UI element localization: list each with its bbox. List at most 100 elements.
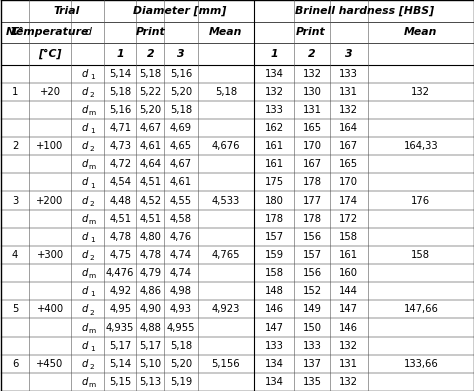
Text: 4,98: 4,98 bbox=[170, 286, 192, 296]
Text: 164: 164 bbox=[339, 123, 358, 133]
Text: 5,16: 5,16 bbox=[109, 105, 131, 115]
Text: 159: 159 bbox=[265, 250, 284, 260]
Text: 177: 177 bbox=[302, 196, 322, 206]
Text: 4,92: 4,92 bbox=[109, 286, 131, 296]
Text: 4,88: 4,88 bbox=[139, 323, 161, 332]
Text: Mean: Mean bbox=[404, 27, 438, 37]
Text: 4,69: 4,69 bbox=[170, 123, 192, 133]
Text: 1: 1 bbox=[90, 128, 94, 134]
Text: 1: 1 bbox=[90, 291, 94, 298]
Text: 132: 132 bbox=[339, 105, 358, 115]
Text: 133: 133 bbox=[265, 105, 284, 115]
Text: 5: 5 bbox=[12, 304, 18, 314]
Text: d: d bbox=[82, 323, 88, 332]
Text: Diameter [mm]: Diameter [mm] bbox=[133, 5, 226, 16]
Text: 5,18: 5,18 bbox=[170, 105, 192, 115]
Text: 135: 135 bbox=[302, 377, 322, 387]
Text: Print: Print bbox=[136, 27, 166, 37]
Text: 158: 158 bbox=[411, 250, 430, 260]
Text: 134: 134 bbox=[265, 68, 284, 79]
Text: 176: 176 bbox=[411, 196, 430, 206]
Text: 4,58: 4,58 bbox=[170, 214, 192, 224]
Text: 161: 161 bbox=[339, 250, 358, 260]
Text: 2: 2 bbox=[90, 255, 94, 261]
Text: 1: 1 bbox=[90, 237, 94, 243]
Text: 2: 2 bbox=[90, 310, 94, 316]
Text: 4,93: 4,93 bbox=[170, 304, 192, 314]
Text: d: d bbox=[82, 377, 88, 387]
Text: 4,76: 4,76 bbox=[170, 232, 192, 242]
Text: 4,676: 4,676 bbox=[211, 141, 240, 151]
Text: 165: 165 bbox=[302, 123, 322, 133]
Text: Trial: Trial bbox=[54, 6, 80, 16]
Text: 150: 150 bbox=[302, 323, 322, 332]
Text: 4,765: 4,765 bbox=[211, 250, 240, 260]
Text: 164,33: 164,33 bbox=[403, 141, 438, 151]
Text: 134: 134 bbox=[265, 359, 284, 369]
Text: 4,80: 4,80 bbox=[139, 232, 161, 242]
Text: m: m bbox=[89, 219, 96, 225]
Text: 170: 170 bbox=[339, 178, 358, 187]
Text: 4,72: 4,72 bbox=[109, 159, 131, 169]
Text: 5,20: 5,20 bbox=[170, 359, 192, 369]
Text: 4,78: 4,78 bbox=[109, 232, 131, 242]
Text: 5,15: 5,15 bbox=[109, 377, 131, 387]
Text: 4,923: 4,923 bbox=[212, 304, 240, 314]
Text: d: d bbox=[82, 123, 88, 133]
Text: d: d bbox=[82, 341, 88, 351]
Text: 131: 131 bbox=[339, 87, 358, 97]
Text: 162: 162 bbox=[265, 123, 284, 133]
Text: 161: 161 bbox=[265, 159, 284, 169]
Text: 167: 167 bbox=[339, 141, 358, 151]
Text: Brinell hardness [HBS]: Brinell hardness [HBS] bbox=[294, 5, 434, 16]
Text: 3: 3 bbox=[177, 49, 185, 59]
Text: 132: 132 bbox=[411, 87, 430, 97]
Text: 5,18: 5,18 bbox=[139, 68, 161, 79]
Text: 137: 137 bbox=[302, 359, 322, 369]
Text: +300: +300 bbox=[36, 250, 64, 260]
Text: 132: 132 bbox=[339, 377, 358, 387]
Text: 5,16: 5,16 bbox=[170, 68, 192, 79]
Text: 165: 165 bbox=[339, 159, 358, 169]
Text: +450: +450 bbox=[36, 359, 64, 369]
Text: 4,71: 4,71 bbox=[109, 123, 131, 133]
Text: 2: 2 bbox=[90, 364, 94, 370]
Text: 4,61: 4,61 bbox=[170, 178, 192, 187]
Text: 5,18: 5,18 bbox=[109, 87, 131, 97]
Text: 178: 178 bbox=[265, 214, 284, 224]
Text: 5,18: 5,18 bbox=[215, 87, 237, 97]
Text: Temperature: Temperature bbox=[11, 27, 89, 37]
Text: 160: 160 bbox=[339, 268, 358, 278]
Text: d: d bbox=[82, 178, 88, 187]
Text: 147,66: 147,66 bbox=[403, 304, 438, 314]
Text: d: d bbox=[82, 232, 88, 242]
Text: 134: 134 bbox=[265, 377, 284, 387]
Text: 5,10: 5,10 bbox=[139, 359, 161, 369]
Text: 161: 161 bbox=[265, 141, 284, 151]
Text: m: m bbox=[89, 164, 96, 170]
Text: 156: 156 bbox=[302, 232, 322, 242]
Text: d: d bbox=[84, 27, 91, 37]
Text: 2: 2 bbox=[12, 141, 18, 151]
Text: 5,156: 5,156 bbox=[211, 359, 240, 369]
Text: 158: 158 bbox=[339, 232, 358, 242]
Text: d: d bbox=[82, 286, 88, 296]
Text: Print: Print bbox=[296, 27, 326, 37]
Text: 146: 146 bbox=[265, 304, 284, 314]
Text: 130: 130 bbox=[303, 87, 321, 97]
Text: 5,14: 5,14 bbox=[109, 68, 131, 79]
Text: m: m bbox=[89, 328, 96, 334]
Text: 6: 6 bbox=[12, 359, 18, 369]
Text: 4,74: 4,74 bbox=[170, 268, 192, 278]
Text: 178: 178 bbox=[302, 178, 322, 187]
Text: 4,51: 4,51 bbox=[139, 178, 161, 187]
Text: d: d bbox=[82, 105, 88, 115]
Text: 2: 2 bbox=[90, 201, 94, 207]
Text: 4,67: 4,67 bbox=[170, 159, 192, 169]
Text: 1: 1 bbox=[90, 183, 94, 188]
Text: 4,73: 4,73 bbox=[109, 141, 131, 151]
Text: 180: 180 bbox=[265, 196, 284, 206]
Text: 5,19: 5,19 bbox=[170, 377, 192, 387]
Text: 131: 131 bbox=[339, 359, 358, 369]
Text: d: d bbox=[82, 304, 88, 314]
